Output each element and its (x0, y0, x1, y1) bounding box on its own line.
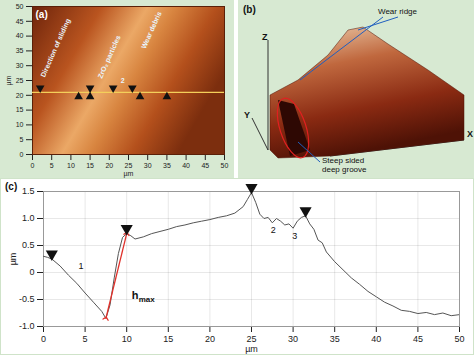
svg-text:max: max (139, 295, 156, 304)
svg-text:Y: Y (244, 110, 250, 120)
svg-text:µm: µm (245, 344, 258, 354)
svg-text:40: 40 (371, 334, 381, 344)
svg-text:15: 15 (16, 106, 24, 113)
svg-text:0: 0 (20, 151, 24, 158)
svg-text:ZrO₂ particles: ZrO₂ particles (96, 34, 122, 80)
svg-text:2: 2 (271, 225, 276, 235)
svg-text:Steep sideddeep groove: Steep sideddeep groove (322, 156, 367, 174)
svg-text:50: 50 (454, 334, 464, 344)
svg-text:50: 50 (221, 162, 229, 169)
svg-text:40: 40 (182, 162, 190, 169)
svg-text:50: 50 (16, 3, 24, 10)
svg-text:0.5: 0.5 (22, 240, 35, 250)
svg-text:15: 15 (163, 334, 173, 344)
svg-text:(b): (b) (243, 4, 256, 15)
svg-text:0: 0 (41, 334, 46, 344)
svg-text:2: 2 (121, 77, 125, 84)
svg-text:45: 45 (16, 18, 24, 25)
svg-text:3: 3 (292, 231, 297, 241)
svg-text:X: X (467, 129, 473, 139)
svg-text:25: 25 (16, 77, 24, 84)
svg-text:30: 30 (288, 334, 298, 344)
svg-text:1: 1 (78, 261, 83, 271)
svg-text:10: 10 (67, 162, 75, 169)
svg-text:45: 45 (201, 162, 209, 169)
svg-text:Direction of sliding: Direction of sliding (39, 17, 72, 78)
svg-text:1.5: 1.5 (22, 186, 35, 196)
svg-text:10: 10 (16, 121, 24, 128)
svg-text:15: 15 (86, 162, 94, 169)
svg-text:35: 35 (16, 47, 24, 54)
svg-text:5: 5 (20, 136, 24, 143)
svg-text:(a): (a) (36, 9, 48, 20)
svg-text:30: 30 (16, 62, 24, 69)
svg-text:µm: µm (5, 75, 13, 85)
svg-text:35: 35 (330, 334, 340, 344)
svg-text:0: 0 (29, 267, 34, 277)
svg-text:10: 10 (122, 334, 132, 344)
svg-text:µm: µm (124, 170, 134, 178)
svg-text:Z: Z (262, 32, 268, 42)
svg-text:1.0: 1.0 (22, 213, 35, 223)
svg-text:Wear ridge: Wear ridge (378, 7, 418, 16)
svg-text:-1.0: -1.0 (19, 321, 35, 331)
svg-text:Wear debris: Wear debris (140, 10, 163, 49)
svg-text:45: 45 (413, 334, 423, 344)
svg-text:40: 40 (16, 32, 24, 39)
svg-text:20: 20 (205, 334, 215, 344)
svg-text:20: 20 (16, 92, 24, 99)
svg-text:µm: µm (8, 253, 18, 266)
svg-text:25: 25 (246, 334, 256, 344)
svg-text:35: 35 (163, 162, 171, 169)
svg-text:25: 25 (125, 162, 133, 169)
svg-text:5: 5 (83, 334, 88, 344)
svg-text:20: 20 (105, 162, 113, 169)
svg-text:0: 0 (31, 162, 35, 169)
svg-text:30: 30 (144, 162, 152, 169)
svg-text:-0.5: -0.5 (19, 294, 35, 304)
html-text:(c): (c) (5, 181, 18, 192)
svg-text:h: h (132, 289, 139, 301)
svg-text:5: 5 (50, 162, 54, 169)
